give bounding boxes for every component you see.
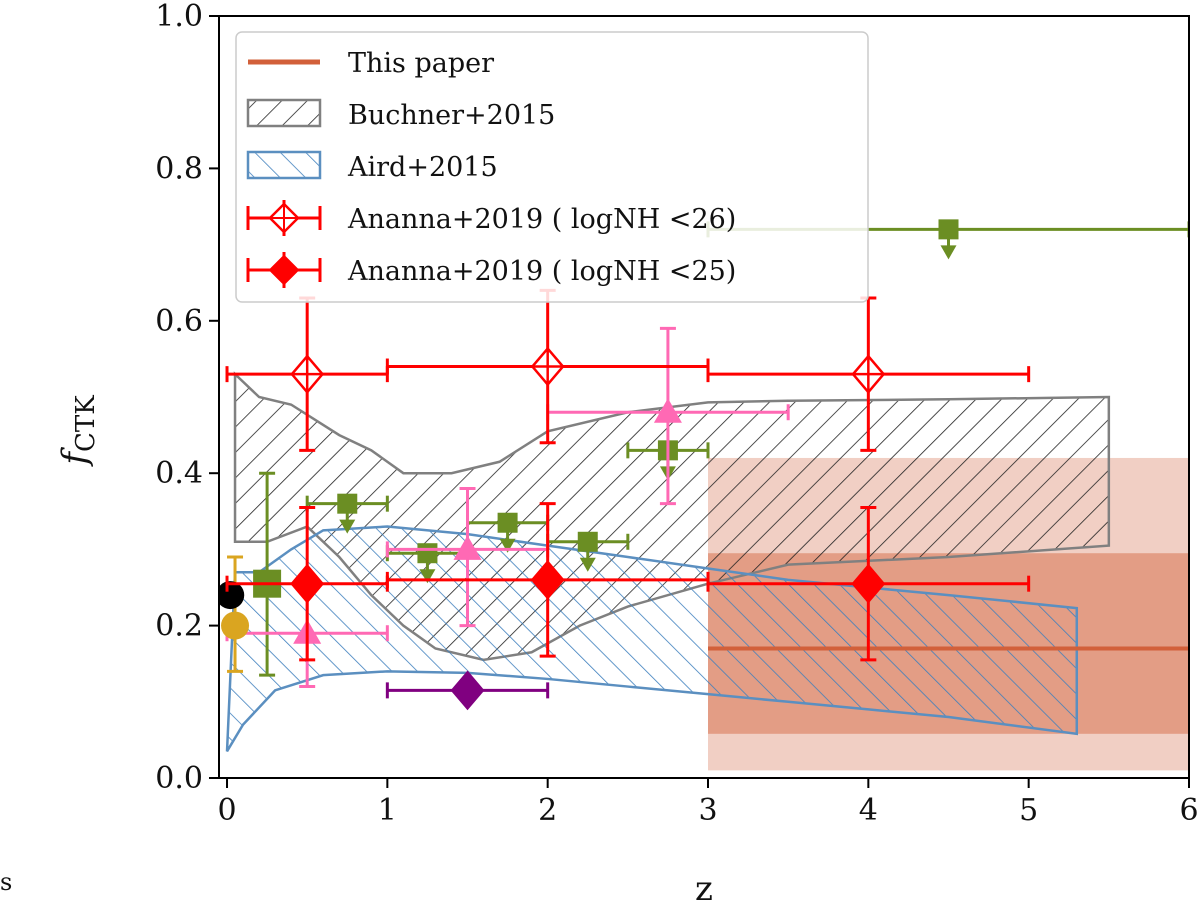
green-upper-limit-arrow-head <box>940 245 957 260</box>
green-upper-limit-arrow-head <box>499 538 516 553</box>
legend-ananna25: Ananna+2019 ( logNH <25) <box>347 256 736 287</box>
green-square-marker <box>938 219 959 240</box>
y-tick-label: 0.2 <box>155 609 203 644</box>
y-tick-label: 0.8 <box>155 151 203 186</box>
x-tick-label: 4 <box>859 793 878 828</box>
ananna25-marker <box>851 563 886 604</box>
x-tick-label: 2 <box>538 793 557 828</box>
legend-box <box>235 31 869 303</box>
legend-buchner-swatch <box>246 98 322 128</box>
legend-aird-swatch <box>246 150 322 180</box>
purple-diamond-marker <box>450 670 485 711</box>
y-axis-label: fCTK <box>55 395 101 468</box>
legend-buchner: Buchner+2015 <box>348 100 555 131</box>
axes-frame <box>218 15 1190 779</box>
aird-2015-region <box>225 525 1079 752</box>
x-axis-label: z <box>695 869 713 904</box>
y-axis-label-main: fCTK <box>55 395 101 468</box>
pink-triangle-marker <box>653 398 682 423</box>
green-square-marker <box>417 543 438 564</box>
x-tick-label: 3 <box>698 793 717 828</box>
legend-this-paper: This paper <box>348 48 494 79</box>
green-square-marker <box>577 531 598 552</box>
pink-triangle-marker <box>453 535 482 560</box>
y-tick-label: 0.6 <box>155 304 203 339</box>
legend-ananna25-swatch <box>246 252 322 288</box>
legend-ananna26-swatch <box>246 200 322 236</box>
ananna25-marker <box>530 559 565 600</box>
plot-area <box>219 219 1189 771</box>
y-tick-label: 1.0 <box>155 0 203 34</box>
x-tick-label: 0 <box>217 793 236 828</box>
legend-aird: Aird+2015 <box>347 152 498 183</box>
x-tick-label: 6 <box>1179 793 1198 828</box>
green-square-marker <box>337 493 358 514</box>
axis-ticks: 0 1 2 3 4 5 6 0.0 0.2 0.4 0.6 0.8 1.0 <box>155 0 1198 828</box>
green-upper-limit-arrow-head <box>419 569 436 584</box>
x-tick-label: 1 <box>378 793 397 828</box>
green-upper-limit-arrow-head <box>579 557 596 572</box>
black-circle-marker <box>219 581 245 610</box>
legend: This paper Buchner+2015 Aird+2015 Ananna… <box>235 31 869 303</box>
x-tick-label: 5 <box>1019 793 1038 828</box>
legend-ananna26: Ananna+2019 ( logNH <26) <box>347 204 736 235</box>
stray-caption-fragment: s <box>0 868 13 896</box>
green-square-marker <box>497 512 518 533</box>
ananna25-marker <box>290 563 325 604</box>
green-upper-limit-arrow-head <box>339 519 356 534</box>
y-tick-label: 0.0 <box>155 761 203 796</box>
y-tick-label: 0.4 <box>155 456 203 491</box>
gold-circle-marker <box>221 611 250 640</box>
